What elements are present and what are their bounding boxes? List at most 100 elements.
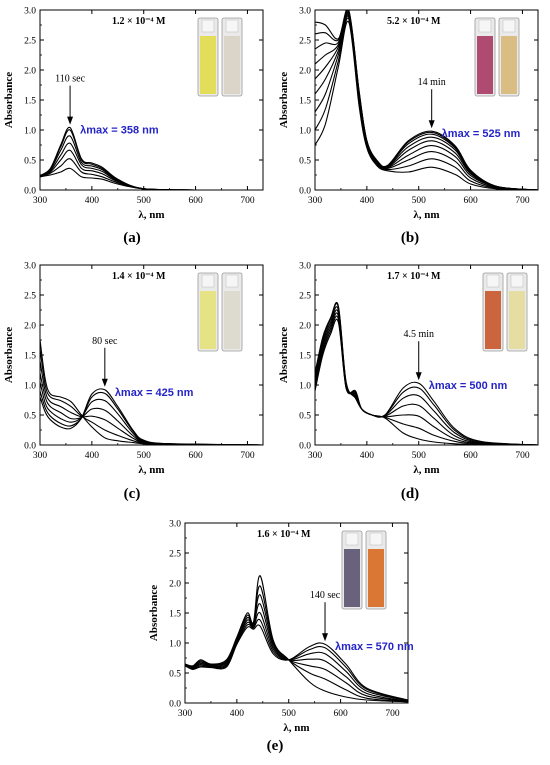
x-tick-label: 500 <box>137 196 152 206</box>
time-label: 110 sec <box>55 74 85 85</box>
lambda-max-label: λmax = 570 nm <box>335 641 414 653</box>
y-tick-label: 3.0 <box>24 7 36 17</box>
x-tick-label: 300 <box>33 451 48 461</box>
y-tick-label: 0.0 <box>24 442 36 452</box>
y-tick-label: 0.5 <box>299 157 311 167</box>
x-tick-label: 700 <box>515 451 530 461</box>
x-tick-label: 300 <box>308 196 323 206</box>
cuvette-cap <box>225 274 239 288</box>
y-tick-label: 1.0 <box>169 640 181 650</box>
x-tick-label: 400 <box>85 196 100 206</box>
y-axis-label: Absorbance <box>278 327 290 383</box>
y-tick-label: 1.5 <box>169 610 181 620</box>
x-tick-label: 500 <box>137 451 152 461</box>
series-group <box>315 10 538 190</box>
series-line <box>185 611 408 702</box>
time-arrowhead <box>415 372 422 381</box>
x-axis-label: λ, nm <box>413 209 439 221</box>
y-tick-label: 2.5 <box>299 292 311 302</box>
panel-label-b: (b) <box>400 230 420 246</box>
lambda-max-label: λmax = 425 nm <box>115 387 194 399</box>
x-tick-label: 700 <box>240 451 255 461</box>
series-group <box>315 301 538 445</box>
series-line <box>40 126 263 190</box>
y-tick-label: 1.0 <box>299 127 311 137</box>
cuvette-solution <box>509 291 525 349</box>
cuvette-cap <box>345 532 359 546</box>
y-tick-label: 3.0 <box>299 7 311 17</box>
series-line <box>40 129 263 190</box>
concentration-label: 1.2 × 10⁻⁴ M <box>112 16 166 27</box>
x-tick-label: 300 <box>308 451 323 461</box>
cuvette-solution <box>224 36 240 94</box>
x-axis-label: λ, nm <box>413 464 439 476</box>
series-line <box>315 20 538 190</box>
y-tick-label: 1.0 <box>24 127 36 137</box>
series-line <box>40 360 263 445</box>
time-label: 4.5 min <box>403 329 434 340</box>
series-line <box>185 594 408 702</box>
concentration-label: 1.6 × 10⁻⁴ M <box>257 529 311 540</box>
series-group <box>40 126 263 190</box>
series-line <box>40 390 263 445</box>
series-line <box>40 167 263 190</box>
y-tick-label: 0.0 <box>24 187 36 197</box>
series-line <box>185 585 408 703</box>
concentration-label: 1.4 × 10⁻⁴ M <box>112 271 166 282</box>
x-tick-label: 500 <box>282 709 297 719</box>
time-label: 140 sec <box>310 590 341 601</box>
y-axis-label: Absorbance <box>3 72 15 128</box>
x-tick-label: 300 <box>178 709 193 719</box>
time-arrowhead <box>101 378 108 387</box>
time-arrowhead <box>428 120 435 129</box>
y-tick-label: 1.5 <box>24 97 36 107</box>
x-tick-label: 600 <box>463 451 478 461</box>
y-tick-label: 0.5 <box>24 157 36 167</box>
x-tick-label: 500 <box>412 196 427 206</box>
x-tick-label: 500 <box>412 451 427 461</box>
y-axis-label: Absorbance <box>148 585 160 641</box>
series-line <box>185 603 408 702</box>
y-tick-label: 1.5 <box>299 97 311 107</box>
y-tick-label: 0.5 <box>169 670 181 680</box>
y-tick-label: 1.5 <box>299 352 311 362</box>
y-axis-label: Absorbance <box>3 327 15 383</box>
chart-panel-c: 0.0 0.5 1.0 1.5 2.0 2.5 3.0 300 400 500 600 700 λ, n… <box>3 262 264 476</box>
series-line <box>315 303 538 445</box>
y-tick-label: 2.0 <box>169 580 181 590</box>
y-tick-label: 0.0 <box>299 442 311 452</box>
x-tick-label: 700 <box>515 196 530 206</box>
series-line <box>185 575 408 703</box>
x-axis-label: λ, nm <box>138 464 164 476</box>
y-tick-label: 0.0 <box>169 700 181 710</box>
y-tick-label: 3.0 <box>169 520 181 530</box>
chart-panel-a: 0.0 0.5 1.0 1.5 2.0 2.5 3.0 300 400 500 600 700 λ, n… <box>3 7 264 221</box>
x-axis-label: λ, nm <box>138 209 164 221</box>
panel-label-c: (c) <box>123 486 141 502</box>
x-tick-label: 600 <box>333 709 348 719</box>
cuvette-solution <box>200 291 216 349</box>
x-tick-label: 600 <box>463 196 478 206</box>
cuvette-solution <box>344 549 360 607</box>
time-label: 80 sec <box>92 336 118 347</box>
x-tick-label: 600 <box>188 196 203 206</box>
series-line <box>185 624 408 701</box>
panel-label-a: (a) <box>123 230 141 246</box>
cuvette-cap <box>369 532 383 546</box>
panel-label-e: (e) <box>266 738 284 754</box>
cuvette-cap <box>478 19 492 33</box>
cuvette-cap <box>225 19 239 33</box>
lambda-max-label: λmax = 500 nm <box>429 380 508 392</box>
y-tick-label: 0.0 <box>299 187 311 197</box>
series-line <box>40 388 263 445</box>
y-axis-label: Absorbance <box>278 72 290 128</box>
y-tick-label: 0.5 <box>24 412 36 422</box>
y-tick-label: 1.0 <box>24 382 36 392</box>
cuvette-solution <box>501 36 517 94</box>
y-tick-label: 2.0 <box>24 67 36 77</box>
lambda-max-label: λmax = 525 nm <box>442 128 521 140</box>
x-tick-label: 600 <box>188 451 203 461</box>
time-arrowhead <box>322 633 329 642</box>
time-label: 14 min <box>418 77 446 88</box>
y-tick-label: 3.0 <box>24 262 36 272</box>
